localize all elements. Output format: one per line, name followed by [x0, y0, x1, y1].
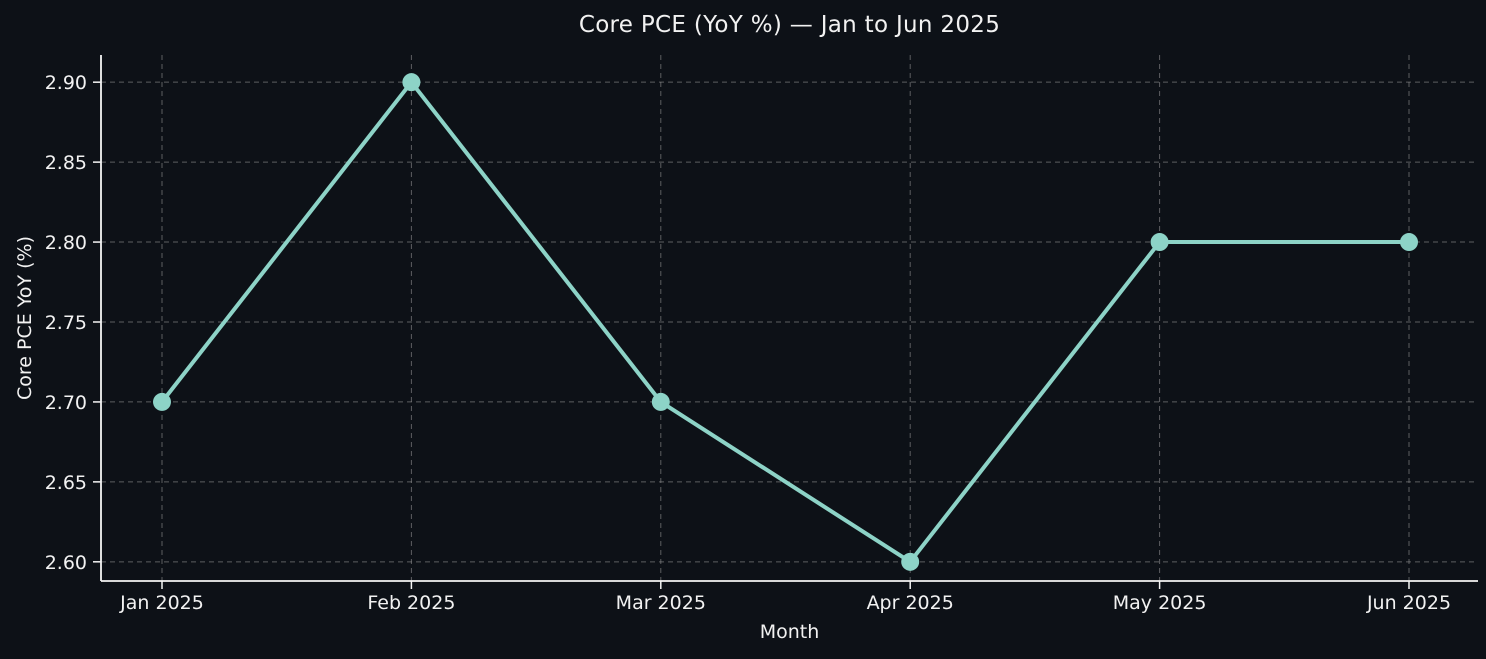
- y-tick-label: 2.65: [45, 472, 87, 494]
- x-tick-label: Feb 2025: [367, 592, 455, 614]
- x-axis-label: Month: [759, 621, 820, 643]
- data-point: [651, 392, 670, 411]
- y-tick-label: 2.80: [45, 232, 87, 254]
- data-point: [402, 73, 421, 92]
- chart-title: Core PCE (YoY %) — Jan to Jun 2025: [578, 12, 1001, 38]
- y-tick-label: 2.60: [45, 552, 87, 574]
- y-tick-label: 2.70: [45, 392, 87, 414]
- data-point: [153, 392, 171, 411]
- y-tick-label: 2.75: [45, 312, 87, 334]
- data-point: [901, 552, 920, 571]
- x-tick-label: May 2025: [1113, 592, 1207, 614]
- y-tick-label: 2.90: [45, 72, 87, 94]
- data-point: [1150, 233, 1169, 252]
- y-tick-label: 2.85: [45, 152, 87, 174]
- data-point: [1400, 233, 1418, 252]
- x-tick-label: Jun 2025: [1366, 592, 1451, 614]
- y-axis-label: Core PCE YoY (%): [14, 235, 36, 401]
- x-tick-label: Mar 2025: [616, 592, 706, 614]
- data-line: [160, 80, 1411, 564]
- x-tick-label: Apr 2025: [867, 592, 954, 614]
- x-tick-label: Jan 2025: [119, 592, 204, 614]
